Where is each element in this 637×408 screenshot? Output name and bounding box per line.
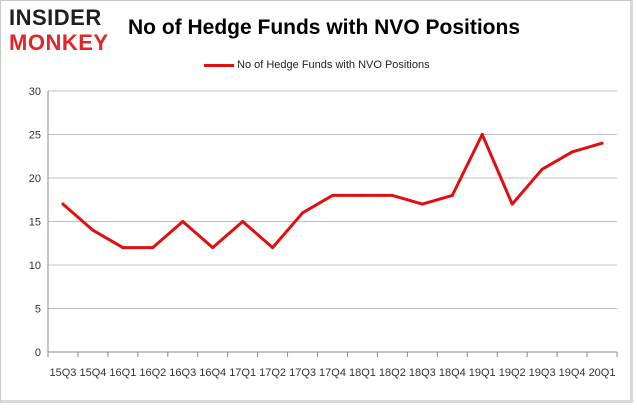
x-tick-label: 20Q1 xyxy=(589,367,616,379)
x-tick-label: 18Q1 xyxy=(349,367,376,379)
y-tick-label: 20 xyxy=(29,173,41,185)
x-tick-label: 18Q2 xyxy=(379,367,406,379)
data-point xyxy=(241,220,245,223)
x-tick-label: 16Q3 xyxy=(169,367,196,379)
y-tick-label: 30 xyxy=(29,86,41,98)
y-tick-label: 15 xyxy=(29,217,41,229)
data-point xyxy=(450,193,454,197)
y-tick-label: 25 xyxy=(29,130,41,142)
x-tick-label: 18Q3 xyxy=(409,367,436,379)
x-tick-label: 16Q4 xyxy=(199,367,226,379)
x-tick-label: 17Q2 xyxy=(259,367,286,379)
x-tick-label: 19Q3 xyxy=(529,367,556,379)
x-tick-label: 15Q3 xyxy=(50,367,77,379)
data-point xyxy=(510,202,514,206)
data-point xyxy=(211,246,215,250)
chart-legend: No of Hedge Funds with NVO Positions xyxy=(204,57,430,73)
data-point xyxy=(331,193,334,197)
data-point xyxy=(360,193,364,197)
data-point xyxy=(540,167,544,171)
y-tick-label: 10 xyxy=(29,260,41,272)
x-tick-label: 19Q1 xyxy=(469,367,496,379)
legend-swatch xyxy=(204,63,234,67)
y-tick-label: 5 xyxy=(35,304,41,316)
legend-label: No of Hedge Funds with NVO Positions xyxy=(237,59,430,71)
x-tick-label: 17Q1 xyxy=(229,367,256,379)
x-tick-label: 15Q4 xyxy=(79,367,106,379)
logo-line-2: MONKEY xyxy=(9,30,109,55)
x-tick-label: 17Q4 xyxy=(319,367,346,379)
data-point xyxy=(600,141,604,145)
data-point xyxy=(181,220,185,223)
data-point xyxy=(121,246,125,250)
logo-line-1: INSIDER xyxy=(9,5,102,30)
data-point xyxy=(570,150,574,154)
data-point xyxy=(151,246,155,250)
data-point xyxy=(61,202,65,206)
data-point xyxy=(301,211,305,215)
data-point xyxy=(420,202,424,206)
chart-title: No of Hedge Funds with NVO Positions xyxy=(128,16,520,39)
y-tick-label: 0 xyxy=(35,347,41,359)
x-tick-label: 16Q2 xyxy=(139,367,166,379)
x-tick-label: 16Q1 xyxy=(109,367,136,379)
data-point xyxy=(480,133,484,136)
x-tick-label: 19Q2 xyxy=(499,367,526,379)
data-point xyxy=(91,228,95,232)
data-point xyxy=(271,246,275,250)
x-tick-label: 19Q4 xyxy=(559,367,586,379)
x-tick-label: 17Q3 xyxy=(289,367,316,379)
insider-monkey-logo: INSIDER MONKEY xyxy=(9,7,119,55)
series-line xyxy=(61,133,604,250)
data-point xyxy=(390,193,394,197)
x-tick-label: 18Q4 xyxy=(439,367,466,379)
